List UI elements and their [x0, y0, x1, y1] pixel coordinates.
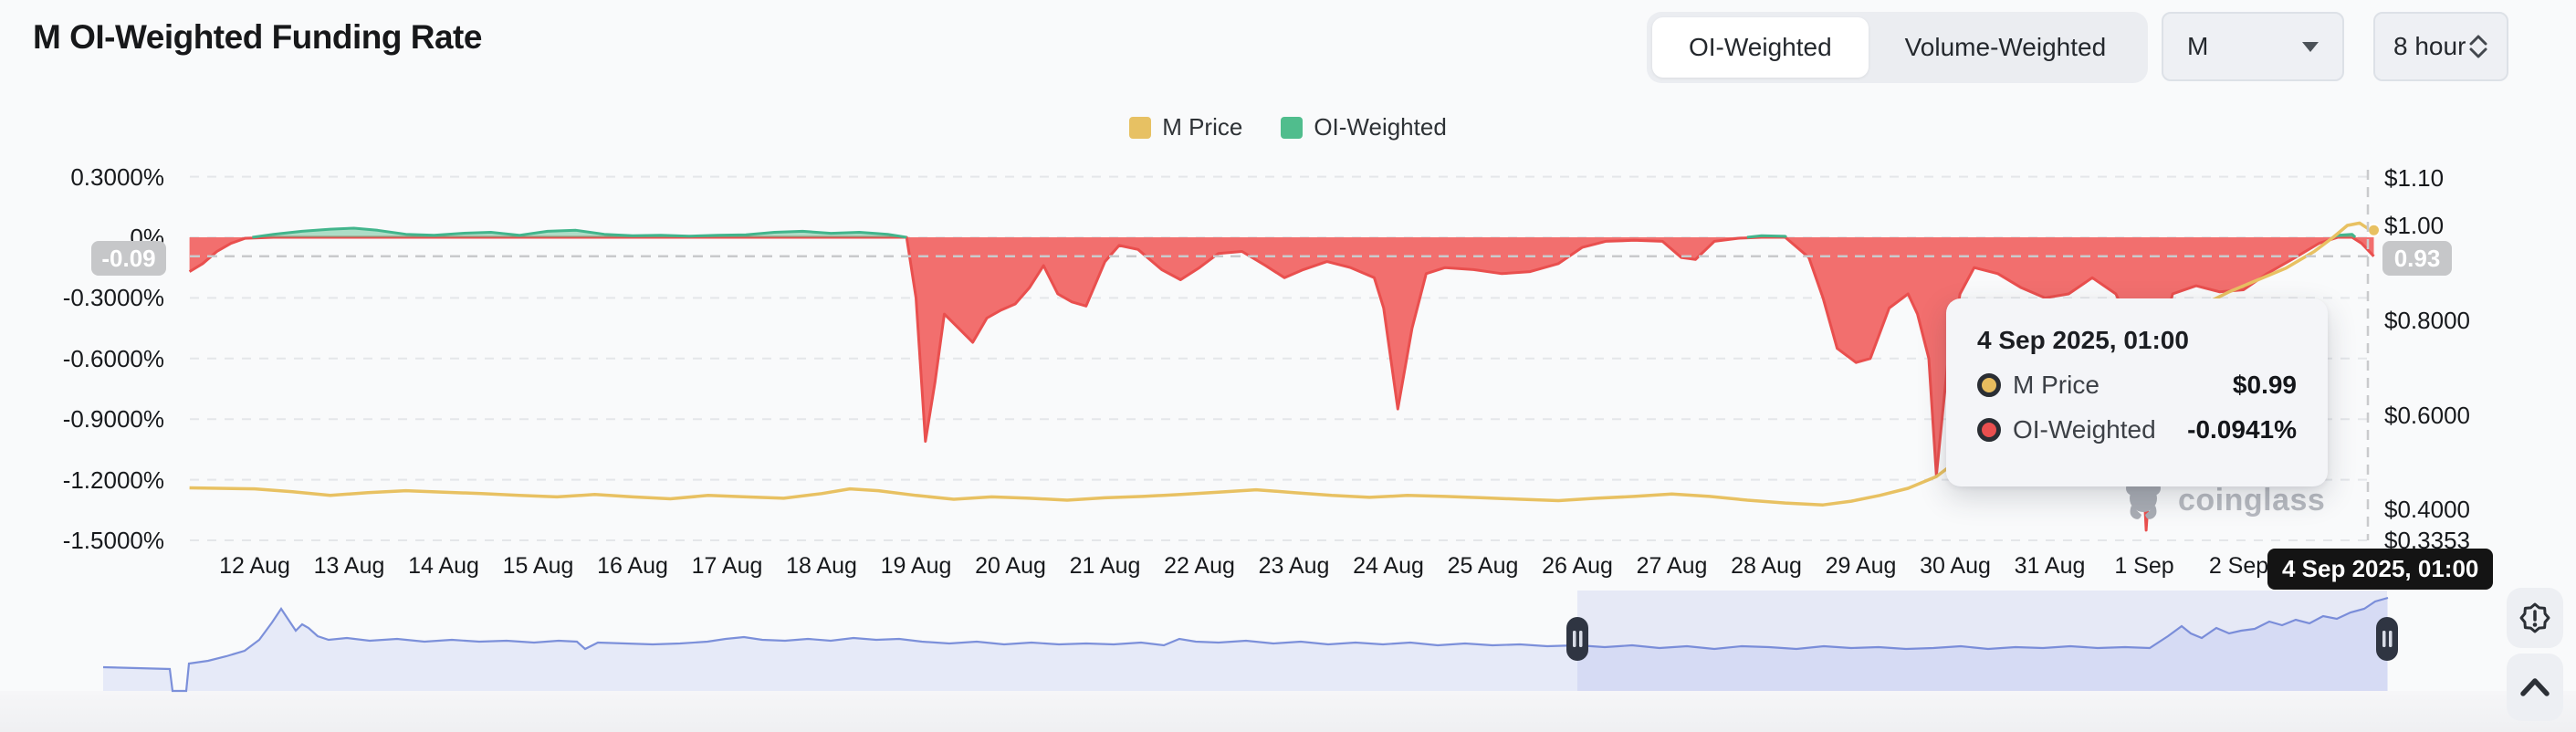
alert-badge-icon	[2519, 602, 2550, 633]
weighting-toggle: OI-Weighted Volume-Weighted	[1647, 12, 2149, 83]
chevron-up-icon	[2520, 678, 2550, 696]
legend-label: M Price	[1162, 113, 1243, 141]
tooltip-row-label: M Price	[2013, 371, 2100, 399]
tooltip-title: 4 Sep 2025, 01:00	[1977, 326, 2189, 354]
tooltip-row-label: OI-Weighted	[2013, 415, 2156, 444]
chevron-up-icon	[2469, 35, 2487, 46]
legend-label: OI-Weighted	[1314, 113, 1447, 141]
stepper-icons	[2468, 34, 2488, 59]
page-title: M OI-Weighted Funding Rate	[33, 18, 482, 56]
navigator-selection[interactable]	[1577, 591, 2387, 691]
right-crosshair-badge: 0.93	[2382, 241, 2452, 276]
oi-weighted-dot-icon	[1977, 418, 2001, 442]
navigator-handle-left[interactable]	[1566, 617, 1588, 661]
legend-item-oi-weighted[interactable]: OI-Weighted	[1281, 113, 1447, 141]
interval-select-value: 8 hour	[2393, 32, 2466, 60]
left-crosshair-badge: -0.09	[91, 241, 166, 276]
tooltip-row-value: -0.0941%	[2187, 415, 2297, 444]
bottom-strip	[0, 691, 2576, 732]
tooltip-row-oi-weighted: OI-Weighted -0.0941%	[1977, 415, 2297, 444]
oi-weighted-swatch	[1281, 116, 1304, 139]
scroll-top-button[interactable]	[2507, 654, 2563, 721]
chevron-down-icon	[2302, 41, 2319, 52]
legend: M Price OI-Weighted	[0, 113, 2576, 141]
symbol-select-value: M	[2187, 32, 2209, 60]
toggle-oi-weighted[interactable]: OI-Weighted	[1652, 17, 1869, 78]
m-price-dot-icon	[1977, 373, 2001, 397]
x-axis-crosshair-tooltip: 4 Sep 2025, 01:00	[2267, 549, 2494, 590]
watermark-text: coinglass	[2178, 482, 2326, 518]
alert-button[interactable]	[2507, 588, 2563, 648]
chevron-down-icon	[2469, 47, 2487, 58]
m-price-swatch	[1129, 116, 1152, 139]
price-point-marker	[2367, 223, 2381, 237]
tooltip-row-value: $0.99	[2232, 371, 2297, 399]
watermark: coinglass	[2120, 476, 2325, 524]
tooltip-row-m-price: M Price $0.99	[1977, 371, 2297, 400]
interval-select[interactable]: 8 hour	[2373, 12, 2508, 81]
toggle-volume-weighted[interactable]: Volume-Weighted	[1904, 33, 2107, 61]
navigator-area[interactable]	[103, 598, 2388, 691]
legend-item-m-price[interactable]: M Price	[1129, 113, 1242, 141]
chart-tooltip: 4 Sep 2025, 01:00 M Price $0.99 OI-Weigh…	[1946, 298, 2328, 486]
navigator-handle-right[interactable]	[2376, 617, 2398, 661]
symbol-select[interactable]: M	[2162, 12, 2344, 81]
